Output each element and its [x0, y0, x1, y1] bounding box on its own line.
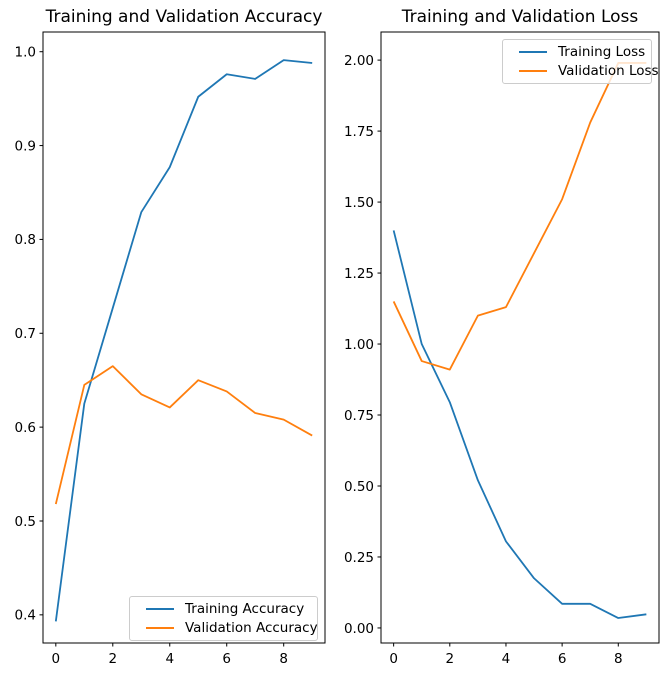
loss-plot-title: Training and Validation Loss: [401, 7, 639, 27]
validation-loss-line: [392, 62, 647, 371]
legend-label: Validation Accuracy: [185, 620, 318, 636]
training-accuracy-line: [54, 59, 313, 622]
legend-label: Training Loss: [558, 44, 646, 60]
loss-plot: 0 2 4 6 8 0.00 0.25 0.50 0.75 1.00 1.25 1.50 1.75 2.0…: [344, 31, 660, 667]
x-tick-label: 8: [279, 651, 288, 667]
x-tick-label: 0: [52, 651, 61, 667]
legend-item-training-accuracy: Training Accuracy: [138, 601, 309, 617]
accuracy-plot: 0 2 4 6 8 0.4 0.5 0.6 0.7 0.8 0.9 1.0: [15, 31, 326, 667]
y-tick-label: 1.50: [344, 195, 374, 211]
legend-label: Validation Loss: [558, 63, 659, 79]
legend-item-training-loss: Training Loss: [511, 44, 646, 60]
x-tick-label: 6: [558, 651, 567, 667]
loss-axes-frame: [380, 31, 660, 644]
legend-label: Training Accuracy: [185, 601, 305, 617]
y-tick-label: 2.00: [344, 53, 374, 69]
y-tick-label: 1.00: [344, 337, 374, 353]
y-tick-label: 0.25: [344, 550, 374, 566]
accuracy-axes-frame: [42, 31, 326, 644]
x-tick-label: 2: [108, 651, 117, 667]
y-tick-label: 0.50: [344, 479, 374, 495]
legend-item-validation-accuracy: Validation Accuracy: [138, 620, 318, 636]
y-tick-label: 0.75: [344, 408, 374, 424]
validation-accuracy-line: [54, 365, 313, 505]
x-tick-label: 6: [222, 651, 231, 667]
accuracy-plot-title: Training and Validation Accuracy: [45, 7, 323, 27]
training-loss-line: [392, 230, 647, 619]
validation-accuracy-line-swatch: [146, 627, 174, 629]
x-tick-label: 2: [446, 651, 455, 667]
loss-legend: Training Loss Validation Loss: [502, 39, 659, 84]
y-tick-label: 0.7: [15, 326, 36, 342]
y-tick-label: 0.8: [15, 232, 36, 248]
x-tick-label: 4: [502, 651, 511, 667]
y-tick-label: 0.5: [15, 514, 36, 530]
x-tick-label: 8: [614, 651, 623, 667]
y-tick-label: 1.0: [15, 45, 36, 61]
legend-item-validation-loss: Validation Loss: [511, 63, 659, 79]
training-accuracy-line-swatch: [146, 608, 174, 610]
y-tick-label: 0.00: [344, 621, 374, 637]
validation-loss-line-swatch: [519, 70, 547, 72]
y-tick-label: 1.75: [344, 124, 374, 140]
y-tick-label: 0.9: [15, 138, 36, 154]
accuracy-legend: Training Accuracy Validation Accuracy: [129, 596, 318, 641]
y-tick-label: 1.25: [344, 266, 374, 282]
x-tick-label: 4: [165, 651, 174, 667]
y-tick-label: 0.6: [15, 420, 36, 436]
training-loss-line-swatch: [519, 51, 547, 53]
x-tick-label: 0: [389, 651, 398, 667]
y-tick-label: 0.4: [15, 608, 36, 624]
